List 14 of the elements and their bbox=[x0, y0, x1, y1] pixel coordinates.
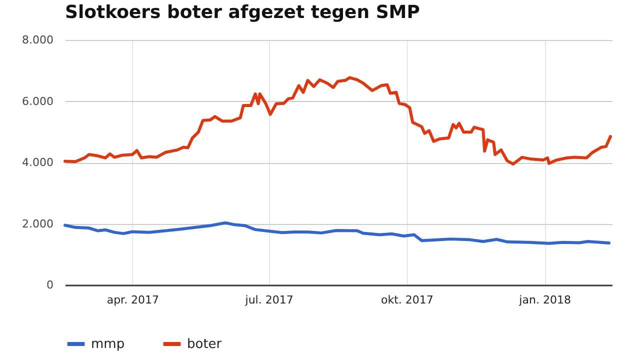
line-series bbox=[64, 221, 611, 245]
line-series bbox=[64, 76, 612, 166]
y-tick-label: 8.000 bbox=[22, 34, 54, 46]
chart-title: Slotkoers boter afgezet tegen SMP bbox=[65, 2, 420, 23]
y-tick-label: 0 bbox=[46, 278, 54, 292]
y-tick-label: 6.000 bbox=[22, 94, 54, 108]
legend-label: boter bbox=[187, 337, 222, 352]
y-tick-label: 4.000 bbox=[22, 156, 54, 169]
x-tick-label: jan. 2018 bbox=[518, 294, 571, 306]
legend-label: mmp bbox=[91, 337, 125, 352]
y-tick-label: 2.000 bbox=[22, 217, 54, 230]
x-tick-label: okt. 2017 bbox=[380, 294, 434, 306]
x-tick-label: apr. 2017 bbox=[106, 294, 160, 306]
x-tick-label: jul. 2017 bbox=[244, 294, 294, 306]
